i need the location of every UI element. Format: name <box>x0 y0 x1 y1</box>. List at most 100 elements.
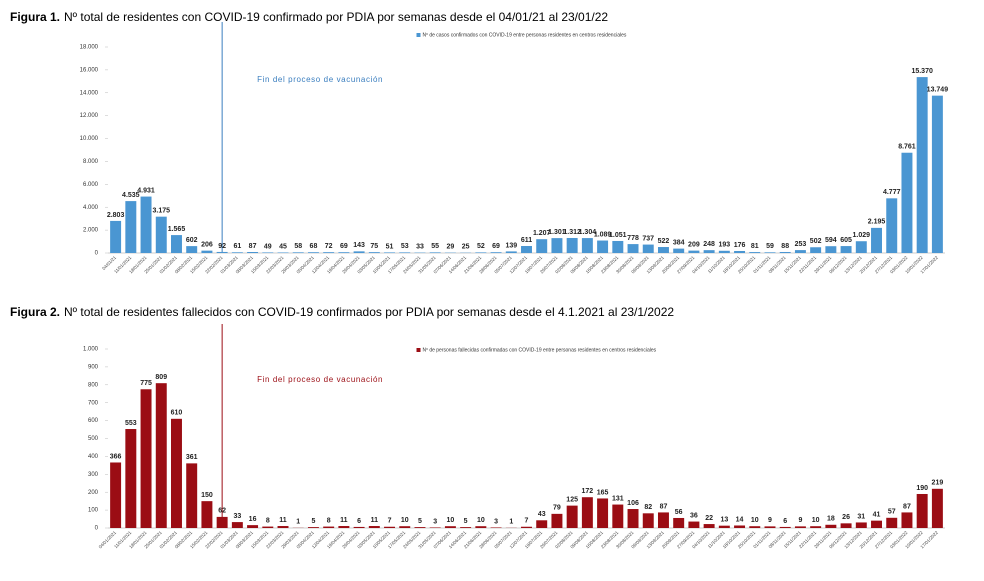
bar <box>384 526 396 528</box>
bar <box>673 248 685 253</box>
data-label: 29 <box>447 244 455 251</box>
bar <box>186 246 198 253</box>
data-label: 9 <box>768 517 772 524</box>
data-label: 1.207 <box>533 230 551 237</box>
data-label: 16 <box>249 516 257 523</box>
figure-label: Figura 1. <box>10 10 60 24</box>
data-label: 8.761 <box>898 144 916 151</box>
data-label: 55 <box>431 243 439 250</box>
y-tick-label: 300 <box>88 472 99 478</box>
bar <box>688 250 700 253</box>
bar <box>581 238 593 253</box>
data-label: 68 <box>310 243 318 250</box>
bar <box>323 526 335 528</box>
y-tick-label: 6.000 <box>83 182 99 188</box>
bar <box>764 252 776 253</box>
data-label: 209 <box>688 241 700 248</box>
bar <box>444 526 456 528</box>
data-label: 1.029 <box>853 232 871 239</box>
bar <box>810 526 822 528</box>
bar <box>886 517 898 528</box>
bar <box>460 527 472 528</box>
y-tick-label: 400 <box>88 454 99 460</box>
y-tick-label: 200 <box>88 490 99 496</box>
bar <box>399 526 411 528</box>
bar <box>642 244 654 253</box>
bar <box>277 252 289 253</box>
bar <box>612 504 624 528</box>
data-label: 139 <box>505 242 517 249</box>
bar <box>536 239 548 253</box>
data-label: 10 <box>447 517 455 524</box>
data-label: 1 <box>509 519 513 526</box>
data-label: 61 <box>233 243 241 250</box>
y-tick-label: 100 <box>88 508 99 514</box>
data-label: 49 <box>264 243 272 250</box>
data-label: 150 <box>201 492 213 499</box>
bar <box>657 247 669 253</box>
y-tick-label: 16.000 <box>80 67 99 73</box>
data-label: 62 <box>218 508 226 515</box>
data-label: 11 <box>279 517 287 524</box>
bar <box>794 250 806 253</box>
bar <box>201 501 213 528</box>
data-label: 131 <box>612 495 624 502</box>
data-label: 2.803 <box>107 212 125 219</box>
data-label: 602 <box>186 237 198 244</box>
data-label: 737 <box>642 235 654 242</box>
bar <box>855 522 867 528</box>
bar <box>931 95 943 253</box>
data-label: 10 <box>751 517 759 524</box>
bar <box>810 247 822 253</box>
bar <box>216 516 228 528</box>
bar <box>247 525 259 528</box>
data-label: 5 <box>418 518 422 525</box>
bar <box>171 418 182 528</box>
data-label: 7 <box>525 518 529 525</box>
bar <box>734 525 746 528</box>
bar <box>353 526 365 528</box>
data-label: 43 <box>538 511 546 518</box>
data-label: 190 <box>916 485 928 492</box>
bar <box>627 509 639 528</box>
data-label: 45 <box>279 243 287 250</box>
data-label: 13 <box>720 517 728 524</box>
data-label: 253 <box>795 241 807 248</box>
data-label: 219 <box>932 480 944 487</box>
data-label: 384 <box>673 239 685 246</box>
bar <box>566 237 578 253</box>
bar <box>825 524 837 528</box>
data-label: 1.312 <box>563 229 581 236</box>
bar <box>292 252 304 253</box>
data-label: 87 <box>249 243 257 250</box>
bar <box>475 252 487 253</box>
bar <box>186 463 198 528</box>
bar <box>247 252 259 253</box>
figure-label: Figura 2. <box>10 305 60 319</box>
data-label: 594 <box>825 237 837 244</box>
bar <box>277 526 289 528</box>
bar <box>551 238 563 253</box>
data-label: 82 <box>644 504 652 511</box>
data-label: 502 <box>810 238 822 245</box>
data-label: 58 <box>294 243 302 250</box>
bar <box>368 526 380 528</box>
legend-label: Nº de casos confirmados con COVID-19 ent… <box>423 32 627 38</box>
bar <box>673 517 685 528</box>
data-label: 553 <box>125 420 137 427</box>
y-tick-label: 500 <box>88 436 99 442</box>
bar <box>627 244 639 253</box>
data-label: 88 <box>781 243 789 250</box>
data-label: 206 <box>201 241 213 248</box>
data-label: 10 <box>812 517 820 524</box>
bar <box>475 526 487 528</box>
legend-swatch <box>416 348 421 352</box>
bar <box>155 383 167 528</box>
data-label: 3 <box>494 518 498 525</box>
bar <box>749 526 761 528</box>
data-label: 193 <box>718 242 730 249</box>
data-label: 248 <box>703 241 715 248</box>
bar <box>931 488 943 528</box>
bar <box>901 512 913 528</box>
